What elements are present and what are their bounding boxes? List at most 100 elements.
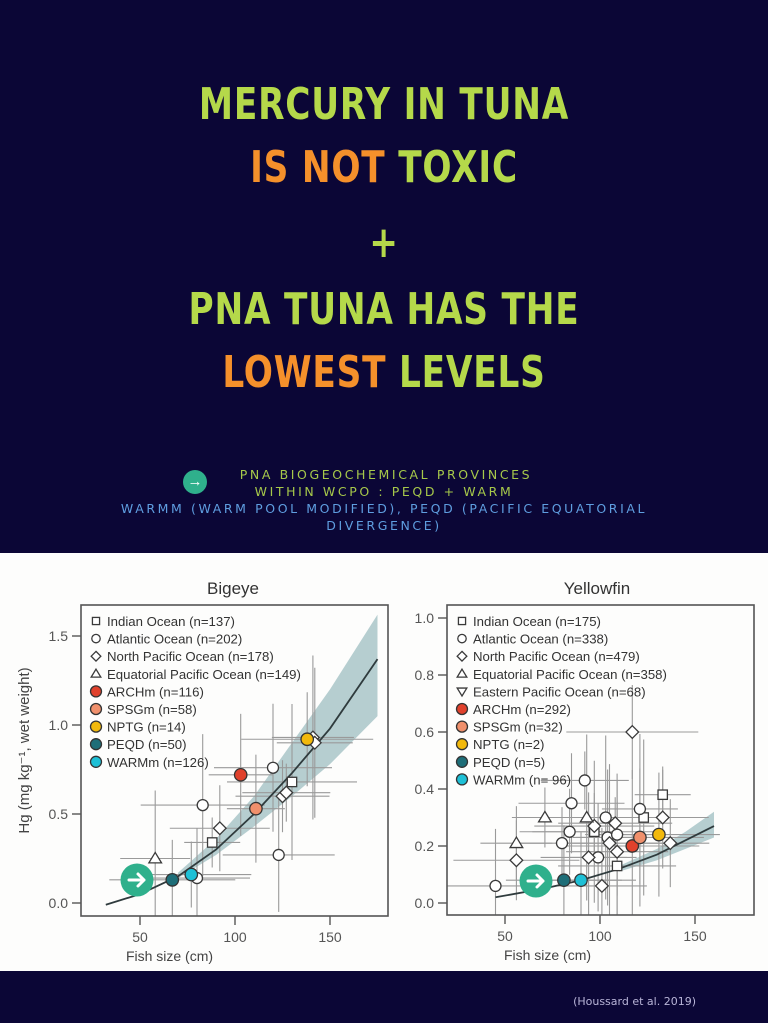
legend-marker — [90, 650, 102, 662]
data-point — [607, 815, 623, 831]
data-point — [555, 837, 569, 850]
legend-label: Equatorial Pacific Ocean (n=149) — [107, 667, 301, 682]
data-point — [652, 827, 666, 842]
legend-label: WARMm (n= 96) — [473, 772, 571, 787]
x-tick-label: 150 — [318, 929, 342, 945]
legend-label: PEQD (n=5) — [473, 755, 545, 770]
data-point — [611, 860, 623, 872]
legend-marker — [455, 720, 469, 733]
x-tick-label: 100 — [588, 928, 612, 944]
subtitle-line-2: WITHIN WCPO : PEQD + WARM — [254, 484, 514, 499]
chart-yellowfin: Yellowfin Indian Ocean (n=175) Atlantic Oc… — [415, 579, 755, 963]
legend-label: Equatorial Pacific Ocean (n=358) — [473, 667, 667, 682]
legend-label: ARCHm (n=116) — [107, 684, 204, 699]
data-point — [633, 802, 647, 816]
legend-label: PEQD (n=50) — [107, 737, 187, 752]
legend-marker — [89, 720, 103, 733]
data-point — [599, 811, 612, 824]
legend-label: North Pacific Ocean (n=178) — [107, 649, 274, 664]
data-point — [594, 878, 610, 894]
legend-label: NPTG (n=2) — [473, 737, 544, 752]
y-tick-label: 1.0 — [415, 610, 435, 626]
legend-marker — [456, 687, 468, 698]
subtitle-line-4: DIVERGENCE) — [326, 518, 442, 533]
data-point — [610, 828, 624, 841]
x-tick-label: 50 — [132, 929, 148, 945]
data-point — [212, 820, 228, 836]
headline-line-1: MERCURY IN TUNA — [198, 79, 570, 130]
headline-toxic: TOXIC — [385, 142, 518, 193]
data-point — [625, 724, 640, 740]
data-point — [184, 867, 199, 882]
legend-label: Eastern Pacific Ocean (n=68) — [473, 684, 646, 699]
legend-marker — [455, 755, 469, 768]
data-point — [663, 835, 678, 851]
x-tick-label: 150 — [683, 928, 707, 944]
confidence-band — [178, 614, 378, 879]
legend-marker — [456, 650, 468, 662]
data-point — [602, 835, 617, 851]
x-tick-label: 50 — [497, 928, 513, 944]
y-tick-label: 0.8 — [415, 667, 435, 683]
data-point — [609, 844, 625, 859]
legend-label: Indian Ocean (n=137) — [107, 614, 235, 629]
chart-title: Bigeye — [207, 579, 259, 598]
legend-marker — [90, 667, 102, 678]
y-tick-label: 0.5 — [49, 806, 69, 822]
legend-marker — [89, 738, 103, 751]
arrow-glyph — [526, 873, 545, 889]
data-point — [249, 801, 263, 816]
legend-label: WARMm (n=126) — [107, 755, 209, 770]
data-point — [508, 835, 524, 849]
data-point — [578, 774, 591, 787]
data-point — [266, 761, 280, 774]
y-tick-label: 1.5 — [49, 628, 69, 644]
y-tick-label: 0.0 — [49, 895, 69, 911]
subtitle-line-3: WARMM (WARM POOL MODIFIED), PEQD (PACIFI… — [120, 501, 648, 516]
data-point — [233, 767, 248, 782]
x-tick-label: 100 — [223, 929, 247, 945]
data-point — [206, 837, 218, 848]
x-axis-label: Fish size (cm) — [504, 947, 591, 963]
legend-label: Indian Ocean (n=175) — [473, 614, 601, 629]
legend-marker — [89, 755, 103, 768]
legend-label: SPSGm (n=32) — [473, 720, 563, 735]
data-point — [633, 830, 647, 845]
legend-marker — [89, 702, 103, 716]
data-point — [509, 853, 524, 868]
data-point — [625, 839, 640, 853]
subtitle: PNA BIOGEOCHEMICAL PROVINCES WITHIN WCPO… — [0, 466, 768, 534]
plot-area — [447, 685, 720, 915]
plot-area — [105, 614, 379, 916]
legend-label: ARCHm (n=292) — [473, 702, 571, 717]
arrow-right-icon: → — [183, 470, 207, 494]
legend-label: North Pacific Ocean (n=479) — [473, 649, 640, 664]
legend-marker — [455, 702, 469, 716]
data-point — [147, 851, 163, 864]
data-point — [587, 818, 602, 834]
data-point — [581, 850, 596, 865]
confidence-band — [619, 811, 714, 872]
headline-line-3: PNA TUNA HAS THE — [188, 284, 580, 335]
y-tick-label: 1.0 — [49, 717, 69, 733]
citation: (Houssard et al. 2019) — [573, 995, 696, 1008]
charts-svg: Bigeye Indian Ocean (n=137) Atlantic Ocean… — [16, 579, 755, 964]
legend-marker — [455, 773, 469, 786]
legend-marker — [456, 667, 468, 678]
y-tick-label: 0.0 — [415, 895, 435, 911]
legend-marker — [91, 633, 101, 644]
headline-line-2: IS NOT TOXIC — [84, 139, 683, 197]
data-point — [165, 873, 180, 887]
data-point — [563, 825, 576, 838]
data-point — [574, 873, 588, 888]
legend-marker — [89, 685, 103, 698]
data-point — [579, 810, 595, 823]
legend-marker — [91, 616, 101, 626]
data-point — [196, 798, 209, 812]
legend-label: Atlantic Ocean (n=338) — [473, 632, 608, 647]
y-tick-label: 0.2 — [415, 838, 435, 854]
headline-plus: + — [369, 217, 399, 268]
data-point — [489, 879, 502, 893]
data-point — [655, 810, 670, 825]
data-point — [557, 873, 571, 888]
